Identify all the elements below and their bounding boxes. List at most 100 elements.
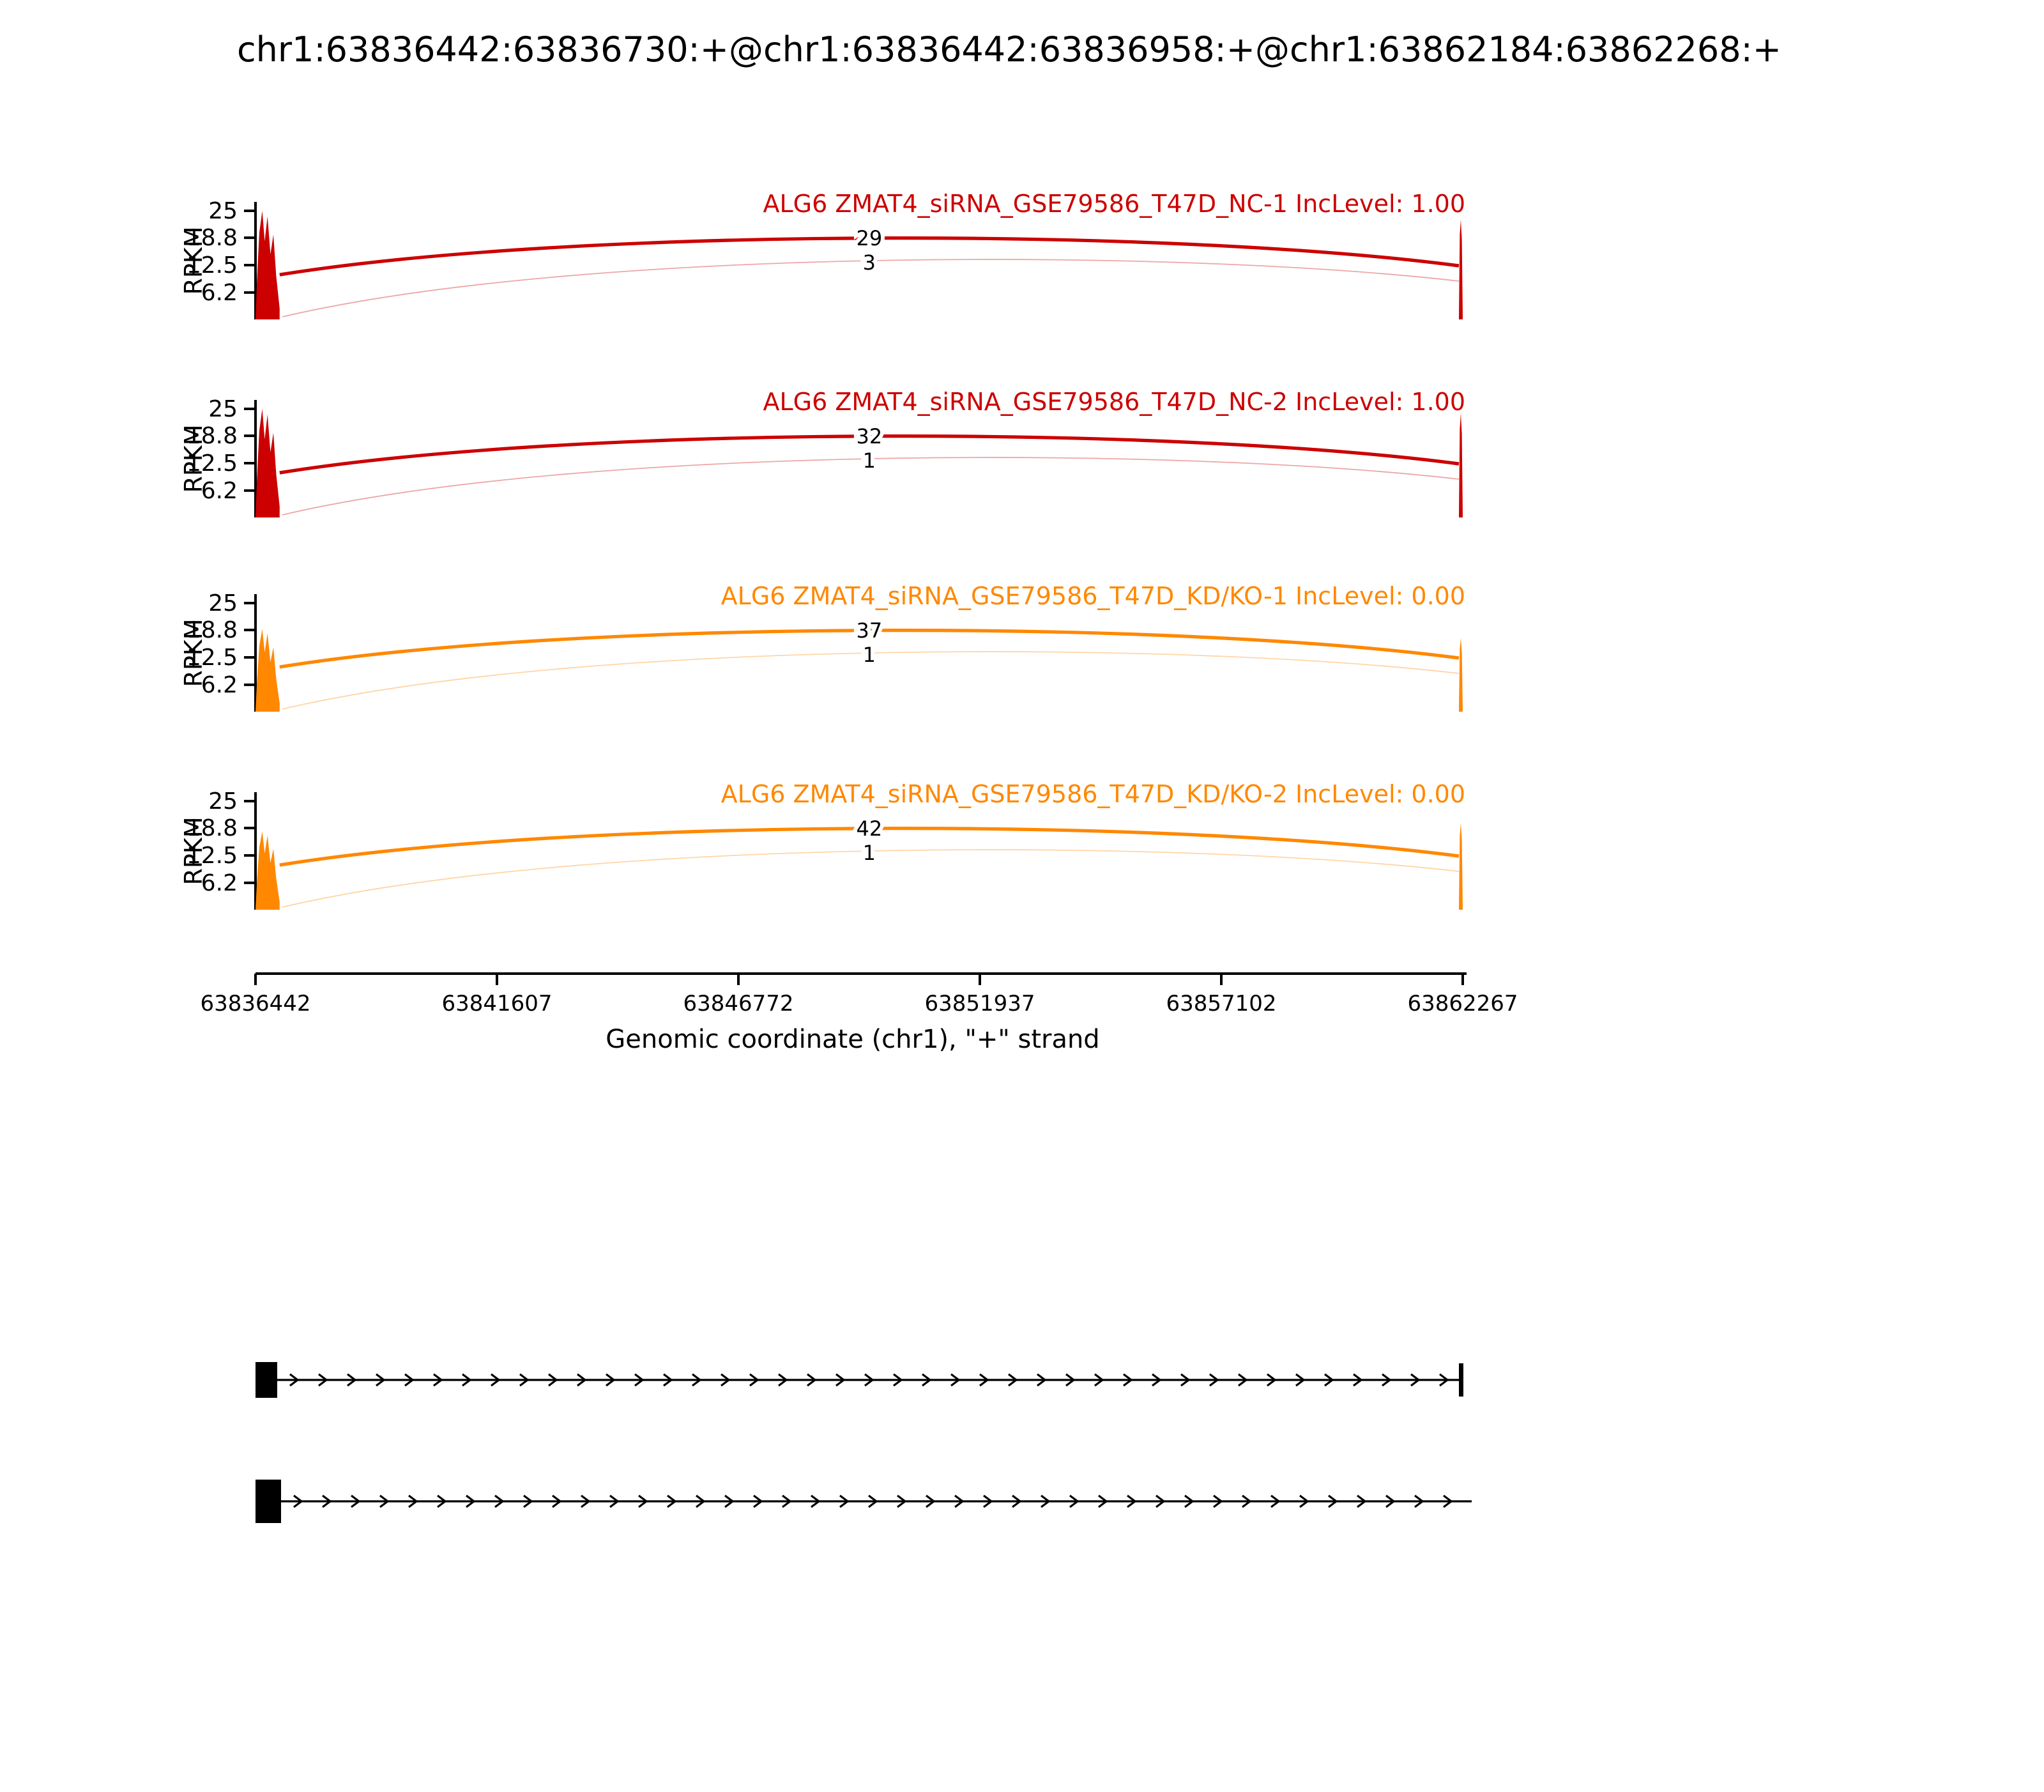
isoform-models-layer <box>256 1362 1472 1523</box>
strand-arrow <box>721 1373 731 1387</box>
strand-arrow <box>1209 1373 1219 1387</box>
inclusion-read-count: 42 <box>856 816 882 841</box>
strand-arrow <box>437 1494 447 1508</box>
y-tick-label: 25 <box>208 396 238 422</box>
strand-arrow <box>1382 1373 1392 1387</box>
y-axis-label: RPKM <box>179 424 208 493</box>
x-tick-label: 63841607 <box>441 991 552 1016</box>
strand-arrow <box>696 1494 706 1508</box>
strand-arrow <box>318 1373 328 1387</box>
strand-arrow <box>404 1373 415 1387</box>
strand-arrow <box>1267 1373 1277 1387</box>
skipping-read-count: 1 <box>863 841 876 865</box>
x-axis: 63836442 63841607 63846772 63851937 63857102… <box>200 972 1518 1054</box>
strand-arrow <box>1127 1494 1137 1508</box>
strand-arrow <box>1443 1494 1453 1508</box>
strand-arrow <box>1213 1494 1223 1508</box>
strand-arrow <box>954 1494 965 1508</box>
inclusion-junction-arc <box>279 629 1460 669</box>
x-tick-label: 63851937 <box>924 991 1035 1016</box>
strand-arrow <box>634 1373 644 1387</box>
strand-arrow <box>548 1373 558 1387</box>
strand-arrow <box>577 1373 587 1387</box>
strand-arrow <box>979 1373 989 1387</box>
x-tick-label: 63862267 <box>1407 991 1518 1016</box>
strand-arrow <box>807 1373 817 1387</box>
right-exon-coverage <box>1459 219 1463 319</box>
strand-arrow <box>753 1494 763 1508</box>
strand-arrow <box>1041 1494 1051 1508</box>
y-tick-label: 6.2 <box>201 280 238 306</box>
inclusion-junction-arc <box>279 827 1460 867</box>
skipping-junction-arc <box>282 651 1460 710</box>
left-exon-coverage <box>256 211 280 319</box>
strand-arrow <box>692 1373 702 1387</box>
strand-arrow <box>926 1494 936 1508</box>
strand-arrow <box>950 1373 961 1387</box>
y-tick-label: 25 <box>208 590 238 616</box>
strand-arrow <box>351 1494 361 1508</box>
strand-arrow <box>835 1373 846 1387</box>
strand-arrow <box>606 1373 616 1387</box>
strand-arrow <box>983 1494 993 1508</box>
inclusion-junction-arc <box>279 236 1460 277</box>
strand-arrow <box>897 1494 907 1508</box>
y-tick-label: 25 <box>208 198 238 224</box>
y-tick-label: 6.2 <box>201 478 238 504</box>
isoform-exon <box>256 1480 281 1523</box>
skipping-read-count: 1 <box>863 448 876 473</box>
strand-arrow <box>519 1373 530 1387</box>
strand-arrow <box>379 1494 390 1508</box>
strand-arrow <box>1155 1494 1166 1508</box>
strand-arrow <box>1123 1373 1133 1387</box>
y-tick-label: 18.8 <box>187 815 238 841</box>
strand-arrow <box>1238 1373 1248 1387</box>
y-tick-label: 18.8 <box>187 423 238 449</box>
strand-arrow <box>1324 1373 1334 1387</box>
strand-arrow <box>609 1494 620 1508</box>
skipping-junction-arc <box>282 457 1460 516</box>
strand-arrow <box>322 1494 332 1508</box>
strand-arrow <box>1094 1373 1104 1387</box>
strand-arrow <box>462 1373 472 1387</box>
strand-arrow <box>552 1494 562 1508</box>
strand-arrow <box>811 1494 821 1508</box>
x-tick-label: 63836442 <box>200 991 310 1016</box>
strand-arrow <box>1184 1494 1194 1508</box>
track-title: ALG6 ZMAT4_siRNA_GSE79586_T47D_NC-2 IncL… <box>763 388 1466 416</box>
figure-title: chr1:63836442:63836730:+@chr1:63836442:6… <box>237 29 1781 70</box>
strand-arrow <box>1357 1494 1367 1508</box>
strand-arrow <box>922 1373 932 1387</box>
strand-arrow <box>1065 1373 1076 1387</box>
inclusion-read-count: 29 <box>856 226 882 250</box>
right-exon-coverage <box>1459 413 1463 517</box>
isoform-exon <box>1459 1363 1463 1397</box>
strand-arrow <box>1008 1373 1018 1387</box>
skipping-read-count: 1 <box>863 643 876 667</box>
y-tick-label: 18.8 <box>187 225 238 251</box>
isoform-model <box>256 1362 1463 1398</box>
strand-arrow <box>749 1373 759 1387</box>
strand-arrow <box>1270 1494 1281 1508</box>
y-axis-label: RPKM <box>179 226 208 295</box>
y-tick-label: 12.5 <box>187 252 238 279</box>
y-tick-label: 12.5 <box>187 645 238 671</box>
strand-arrow <box>376 1373 386 1387</box>
skipping-junction-arc <box>282 259 1460 318</box>
strand-arrow <box>491 1373 501 1387</box>
strand-arrow <box>724 1494 735 1508</box>
strand-arrow <box>1180 1373 1191 1387</box>
strand-arrow <box>466 1494 476 1508</box>
strand-arrow <box>1410 1373 1421 1387</box>
track-title: ALG6 ZMAT4_siRNA_GSE79586_T47D_KD/KO-1 I… <box>721 582 1465 610</box>
strand-arrow <box>1037 1373 1047 1387</box>
y-tick-label: 6.2 <box>201 870 238 896</box>
right-exon-coverage <box>1459 823 1463 910</box>
